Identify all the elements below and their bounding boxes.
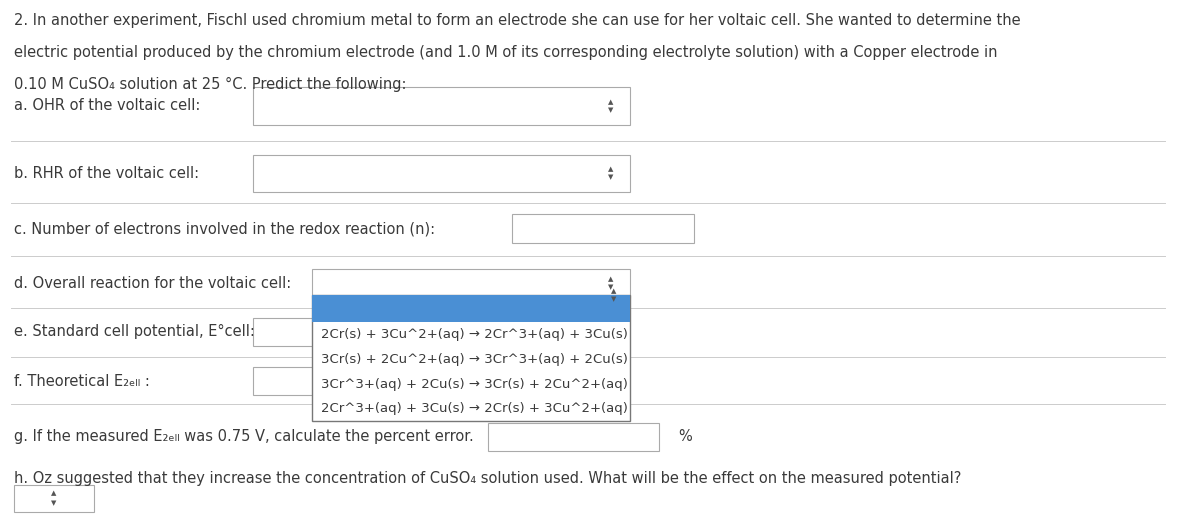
Text: ▲: ▲ — [609, 166, 613, 172]
FancyBboxPatch shape — [14, 485, 94, 512]
FancyBboxPatch shape — [253, 367, 406, 395]
Text: 3Cr(s) + 2Cu^2+(aq) → 3Cr^3+(aq) + 2Cu(s): 3Cr(s) + 2Cu^2+(aq) → 3Cr^3+(aq) + 2Cu(s… — [321, 353, 629, 366]
FancyBboxPatch shape — [512, 214, 694, 242]
Text: ▼: ▼ — [611, 296, 616, 302]
Text: e. Standard cell potential, E°cell:: e. Standard cell potential, E°cell: — [14, 324, 255, 340]
Text: 0.10 M CuSO₄ solution at 25 °C. Predict the following:: 0.10 M CuSO₄ solution at 25 °C. Predict … — [14, 77, 406, 92]
FancyBboxPatch shape — [253, 87, 630, 125]
FancyBboxPatch shape — [312, 295, 630, 421]
FancyBboxPatch shape — [312, 295, 630, 322]
Text: ▼: ▼ — [609, 174, 613, 180]
Text: ▼: ▼ — [609, 284, 613, 291]
Text: ▼: ▼ — [52, 500, 56, 507]
Text: a. OHR of the voltaic cell:: a. OHR of the voltaic cell: — [14, 98, 200, 114]
Text: 2Cr(s) + 3Cu^2+(aq) → 2Cr^3+(aq) + 3Cu(s): 2Cr(s) + 3Cu^2+(aq) → 2Cr^3+(aq) + 3Cu(s… — [321, 328, 629, 341]
FancyBboxPatch shape — [488, 423, 659, 451]
Text: h. Oz suggested that they increase the concentration of CuSO₄ solution used. Wha: h. Oz suggested that they increase the c… — [14, 470, 962, 486]
FancyBboxPatch shape — [253, 155, 630, 192]
Text: 2Cr^3+(aq) + 3Cu(s) → 2Cr(s) + 3Cu^2+(aq): 2Cr^3+(aq) + 3Cu(s) → 2Cr(s) + 3Cu^2+(aq… — [321, 402, 629, 416]
Text: %: % — [678, 429, 692, 445]
Text: ▲: ▲ — [52, 490, 56, 496]
Text: ▲: ▲ — [611, 288, 616, 294]
Text: f. Theoretical E₂ₑₗₗ :: f. Theoretical E₂ₑₗₗ : — [14, 373, 149, 389]
Text: d. Overall reaction for the voltaic cell:: d. Overall reaction for the voltaic cell… — [14, 276, 292, 291]
Text: ▼: ▼ — [609, 107, 613, 113]
Text: b. RHR of the voltaic cell:: b. RHR of the voltaic cell: — [14, 165, 199, 181]
Text: 3Cr^3+(aq) + 2Cu(s) → 3Cr(s) + 2Cu^2+(aq): 3Cr^3+(aq) + 2Cu(s) → 3Cr(s) + 2Cu^2+(aq… — [321, 377, 629, 391]
Text: 2. In another experiment, Fischl used chromium metal to form an electrode she ca: 2. In another experiment, Fischl used ch… — [14, 13, 1020, 28]
Text: electric potential produced by the chromium electrode (and 1.0 M of its correspo: electric potential produced by the chrom… — [14, 45, 998, 60]
Text: ▲: ▲ — [609, 276, 613, 282]
Text: c. Number of electrons involved in the redox reaction (n):: c. Number of electrons involved in the r… — [14, 221, 435, 236]
Text: g. If the measured E₂ₑₗₗ was 0.75 V, calculate the percent error.: g. If the measured E₂ₑₗₗ was 0.75 V, cal… — [14, 429, 474, 445]
FancyBboxPatch shape — [253, 317, 406, 346]
Text: ▲: ▲ — [609, 99, 613, 105]
FancyBboxPatch shape — [312, 269, 630, 298]
